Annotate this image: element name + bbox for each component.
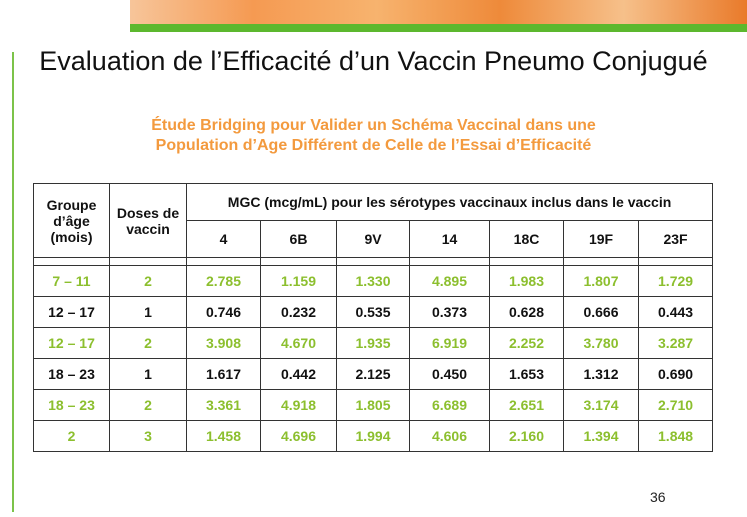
slide-subtitle: Étude Bridging pour Valider un Schéma Va… bbox=[0, 116, 747, 156]
gmc-value-cell: 1.994 bbox=[336, 420, 410, 452]
age-group-cell: 12 – 17 bbox=[33, 327, 110, 359]
gmc-value-cell: 0.628 bbox=[489, 296, 564, 328]
age-group-cell: 18 – 23 bbox=[33, 389, 110, 421]
gmc-value-cell: 0.442 bbox=[260, 358, 337, 390]
gmc-value-cell: 4.696 bbox=[260, 420, 337, 452]
table-row: 18 – 23 2 3.361 4.918 1.805 6.689 2.651 3.174 2.… bbox=[33, 389, 714, 421]
serotype-header: 14 bbox=[409, 220, 490, 258]
doses-cell: 1 bbox=[109, 358, 187, 390]
gmc-value-cell: 1.983 bbox=[489, 265, 564, 297]
gmc-value-cell: 0.373 bbox=[409, 296, 490, 328]
table-row: 18 – 23 1 1.617 0.442 2.125 0.450 1.653 1.312 0.… bbox=[33, 358, 714, 390]
age-group-cell: 18 – 23 bbox=[33, 358, 110, 390]
gmc-value-cell: 2.651 bbox=[489, 389, 564, 421]
table-row: 12 – 17 1 0.746 0.232 0.535 0.373 0.628 0.666 0.… bbox=[33, 296, 714, 328]
left-accent-rule bbox=[12, 52, 14, 512]
gmc-value-cell: 2.160 bbox=[489, 420, 564, 452]
doses-cell: 2 bbox=[109, 389, 187, 421]
slide-title: Evaluation de l’Efficacité d’un Vaccin P… bbox=[39, 46, 708, 76]
table-row: 2 3 1.458 4.696 1.994 4.606 2.160 1.394 1.848 bbox=[33, 420, 714, 452]
gmc-value-cell: 3.908 bbox=[186, 327, 261, 359]
gmc-value-cell: 3.174 bbox=[563, 389, 639, 421]
doses-cell: 2 bbox=[109, 327, 187, 359]
gmc-value-cell: 1.653 bbox=[489, 358, 564, 390]
subtitle-line-2: Population d’Age Différent de Celle de l… bbox=[155, 137, 592, 154]
gmc-value-cell: 1.394 bbox=[563, 420, 639, 452]
gmc-value-cell: 1.935 bbox=[336, 327, 410, 359]
serotype-header: 19F bbox=[563, 220, 639, 258]
gmc-value-cell: 1.617 bbox=[186, 358, 261, 390]
gmc-value-cell: 2.710 bbox=[637, 389, 714, 421]
table-body: 7 – 11 2 2.785 1.159 1.330 4.895 1.983 1.807 1.7… bbox=[33, 257, 714, 452]
banner-green-stripe bbox=[130, 24, 747, 32]
gmc-value-cell: 2.252 bbox=[489, 327, 564, 359]
age-group-cell: 7 – 11 bbox=[33, 265, 110, 297]
gmc-value-cell: 1.729 bbox=[637, 265, 714, 297]
gmc-value-cell: 4.606 bbox=[409, 420, 490, 452]
gmc-value-cell: 2.785 bbox=[186, 265, 261, 297]
serotype-header: 4 bbox=[186, 220, 261, 258]
gmc-value-cell: 1.805 bbox=[336, 389, 410, 421]
gmc-value-cell: 1.458 bbox=[186, 420, 261, 452]
gmc-value-cell: 0.443 bbox=[637, 296, 714, 328]
gmc-value-cell: 6.919 bbox=[409, 327, 490, 359]
header-age-group: Groupe d’âge (mois) bbox=[33, 183, 110, 258]
age-group-cell: 12 – 17 bbox=[33, 296, 110, 328]
gmc-value-cell: 0.232 bbox=[260, 296, 337, 328]
serotype-header-row: 4 6B 9V 14 18C 19F 23F bbox=[34, 220, 714, 258]
gmc-value-cell: 0.450 bbox=[409, 358, 490, 390]
gmc-value-cell: 1.848 bbox=[637, 420, 714, 452]
spacer-row bbox=[33, 257, 714, 266]
results-table: Groupe d’âge (mois) Doses de vaccin MGC … bbox=[33, 183, 714, 452]
gmc-value-cell: 3.780 bbox=[563, 327, 639, 359]
decorative-banner bbox=[130, 0, 747, 24]
page-number: 36 bbox=[650, 489, 666, 505]
doses-cell: 2 bbox=[109, 265, 187, 297]
age-group-cell: 2 bbox=[33, 420, 110, 452]
serotype-header: 23F bbox=[637, 220, 714, 258]
subtitle-line-1: Étude Bridging pour Valider un Schéma Va… bbox=[151, 117, 596, 134]
header-doses: Doses de vaccin bbox=[109, 183, 187, 258]
gmc-value-cell: 2.125 bbox=[336, 358, 410, 390]
gmc-value-cell: 6.689 bbox=[409, 389, 490, 421]
gmc-value-cell: 1.159 bbox=[260, 265, 337, 297]
gmc-value-cell: 0.746 bbox=[186, 296, 261, 328]
gmc-value-cell: 1.807 bbox=[563, 265, 639, 297]
gmc-value-cell: 4.918 bbox=[260, 389, 337, 421]
header-mgc: MGC (mcg/mL) pour les sérotypes vaccinau… bbox=[185, 183, 714, 221]
serotype-header: 9V bbox=[336, 220, 410, 258]
gmc-value-cell: 1.330 bbox=[336, 265, 410, 297]
gmc-value-cell: 0.666 bbox=[563, 296, 639, 328]
gmc-value-cell: 0.535 bbox=[336, 296, 410, 328]
table-row: 12 – 17 2 3.908 4.670 1.935 6.919 2.252 3.780 3.… bbox=[33, 327, 714, 359]
gmc-value-cell: 4.895 bbox=[409, 265, 490, 297]
serotype-header: 6B bbox=[260, 220, 337, 258]
gmc-value-cell: 1.312 bbox=[563, 358, 639, 390]
doses-cell: 1 bbox=[109, 296, 187, 328]
doses-cell: 3 bbox=[109, 420, 187, 452]
gmc-value-cell: 3.287 bbox=[637, 327, 714, 359]
gmc-value-cell: 4.670 bbox=[260, 327, 337, 359]
gmc-value-cell: 0.690 bbox=[637, 358, 714, 390]
gmc-value-cell: 3.361 bbox=[186, 389, 261, 421]
serotype-header: 18C bbox=[489, 220, 564, 258]
table-row: 7 – 11 2 2.785 1.159 1.330 4.895 1.983 1.807 1.7… bbox=[33, 265, 714, 297]
